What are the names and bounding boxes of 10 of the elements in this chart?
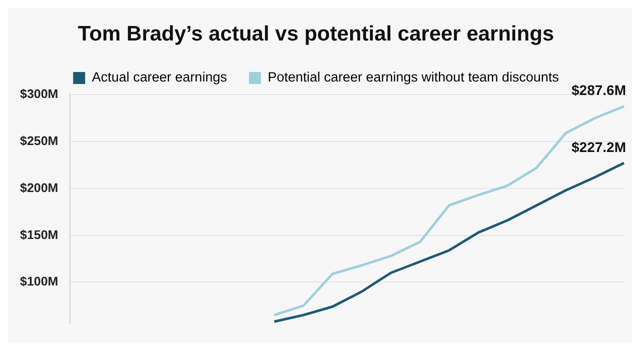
data-label: $287.6M (572, 82, 626, 98)
y-tick-label: $200M (20, 180, 58, 195)
y-tick-label: $250M (20, 134, 58, 148)
y-tick-label: $100M (20, 274, 58, 289)
y-tick-label: $150M (20, 228, 58, 242)
chart-title: Tom Brady’s actual vs potential career earnings (78, 22, 554, 46)
y-tick-label: $300M (20, 87, 58, 102)
legend-label: Potential career earnings without team discounts (268, 70, 560, 85)
legend-label: Actual career earnings (92, 70, 228, 85)
data-label: $227.2M (572, 138, 626, 155)
